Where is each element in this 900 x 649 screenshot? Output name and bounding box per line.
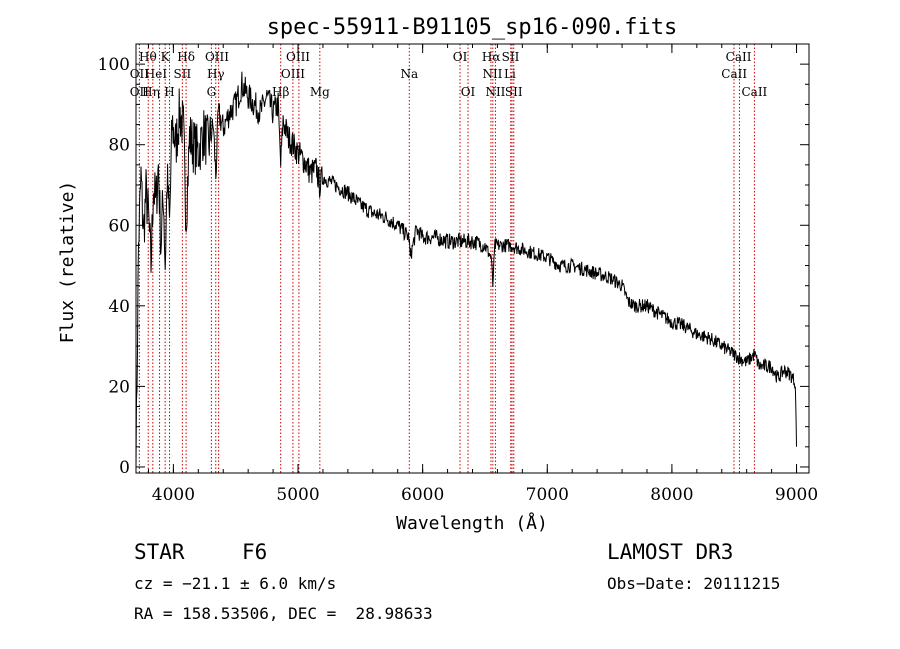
survey-name: LAMOST DR3 bbox=[607, 540, 734, 564]
line-label-1-4: OIII bbox=[281, 67, 305, 81]
x-tick-label-0: 4000 bbox=[152, 485, 195, 505]
x-tick-label-3: 7000 bbox=[526, 485, 569, 505]
x-axis-label: Wavelength (Å) bbox=[396, 512, 548, 534]
line-label-1-8: CaII bbox=[721, 67, 747, 81]
object-class: STAR bbox=[134, 540, 185, 564]
line-label-2-9: CaII bbox=[741, 85, 767, 99]
y-axis-label: Flux (relative) bbox=[57, 181, 78, 344]
line-label-1-0: OII bbox=[130, 67, 150, 81]
x-tick-label-4: 8000 bbox=[650, 485, 693, 505]
line-label-2-6: OI bbox=[461, 85, 476, 99]
coordinates: RA = 158.53506, DEC = 28.98633 bbox=[134, 604, 433, 623]
line-label-1-5: Na bbox=[400, 67, 418, 81]
line-label-1-2: SII bbox=[174, 67, 192, 81]
plot-frame bbox=[135, 43, 810, 474]
redshift-cz: cz = −21.1 ± 6.0 km/s bbox=[134, 574, 337, 593]
y-tick-label-3: 60 bbox=[108, 216, 130, 236]
line-label-0-5: OI bbox=[453, 50, 468, 64]
chart-title: spec-55911-B91105_sp16-090.fits bbox=[267, 15, 678, 40]
line-label-1-6: NII bbox=[482, 67, 502, 81]
spectral-line-markers bbox=[138, 44, 755, 473]
y-tick-label-4: 80 bbox=[108, 136, 130, 156]
flux-series-line bbox=[135, 71, 797, 468]
observation-date: Obs−Date: 20111215 bbox=[607, 574, 781, 593]
line-label-2-3: G bbox=[207, 85, 217, 99]
line-label-2-2: H bbox=[164, 85, 174, 99]
line-label-0-2: Hδ bbox=[177, 50, 195, 64]
y-tick-label-1: 20 bbox=[108, 377, 130, 397]
line-label-0-0: Hθ bbox=[139, 50, 157, 64]
line-label-2-4: Hβ bbox=[272, 85, 289, 99]
line-label-0-4: OIII bbox=[286, 50, 310, 64]
line-label-0-1: K bbox=[161, 50, 171, 64]
y-tick-label-0: 0 bbox=[119, 458, 130, 478]
x-tick-label-2: 6000 bbox=[401, 485, 444, 505]
y-tick-label-2: 40 bbox=[108, 297, 130, 317]
line-label-2-5: Mg bbox=[310, 85, 330, 99]
line-label-1-3: Hγ bbox=[207, 67, 225, 81]
object-subclass: F6 bbox=[242, 540, 268, 564]
line-label-2-1: Hη bbox=[142, 85, 160, 99]
line-label-1-7: Li bbox=[504, 67, 516, 81]
x-tick-label-5: 9000 bbox=[775, 485, 818, 505]
line-label-0-6: Hα bbox=[482, 50, 501, 64]
y-tick-label-5: 100 bbox=[98, 55, 130, 75]
line-label-1-1: HeI bbox=[145, 67, 168, 81]
line-label-0-8: CaII bbox=[726, 50, 752, 64]
x-tick-label-1: 5000 bbox=[276, 485, 319, 505]
line-label-0-3: OIII bbox=[205, 50, 229, 64]
axes: 4000 5000 6000 7000 8000 9000 0 20 40 60 80 100 bbox=[98, 44, 818, 505]
line-label-0-7: SII bbox=[502, 50, 520, 64]
line-label-2-7: NII bbox=[485, 85, 505, 99]
line-label-2-0: OII bbox=[130, 85, 150, 99]
line-label-2-8: SII bbox=[505, 85, 523, 99]
